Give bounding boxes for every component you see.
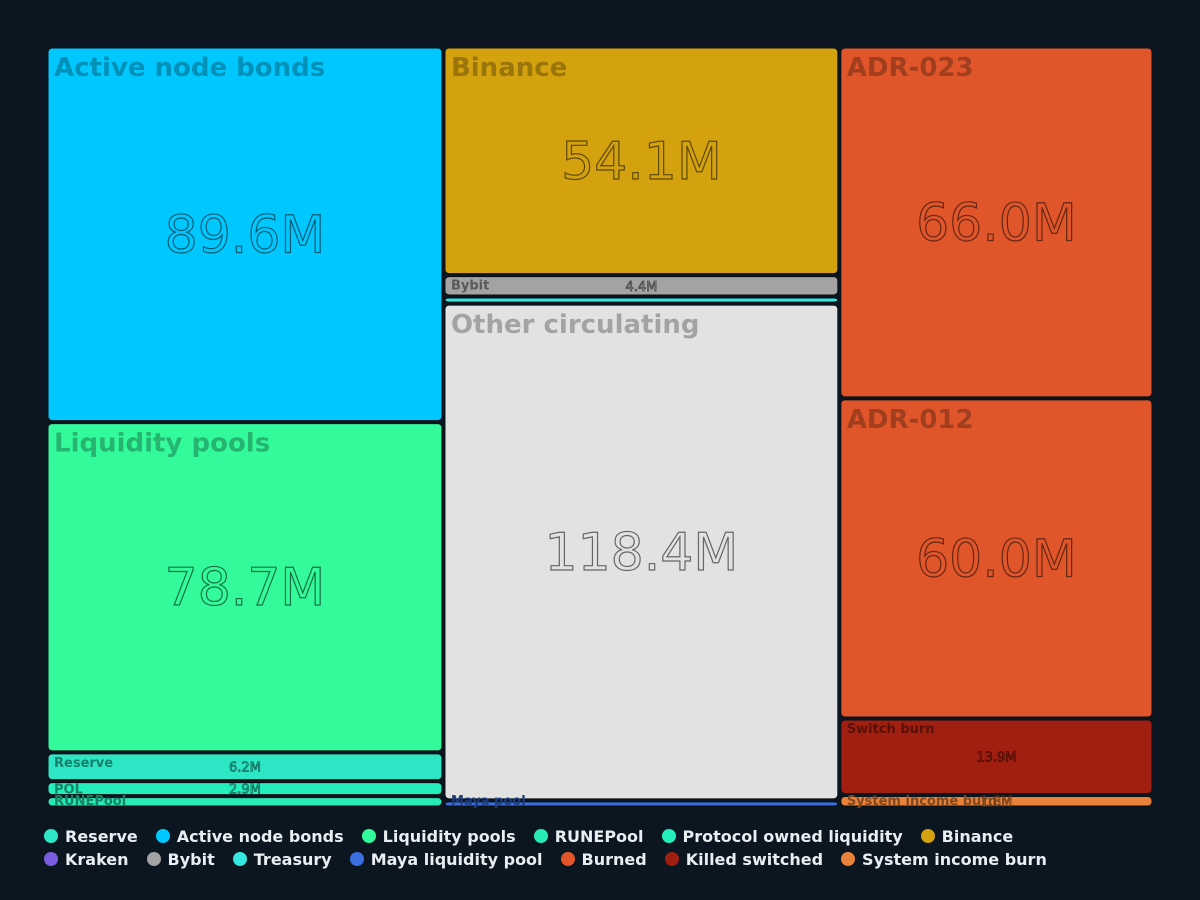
tile-label: POL bbox=[54, 783, 83, 798]
legend-item[interactable]: Kraken bbox=[44, 849, 129, 869]
tile bbox=[444, 297, 839, 303]
legend-swatch bbox=[920, 829, 935, 843]
legend-swatch bbox=[841, 852, 856, 866]
legend-swatch bbox=[533, 829, 548, 843]
legend-item[interactable]: System income burn bbox=[841, 849, 1047, 869]
legend-item[interactable]: Reserve bbox=[44, 826, 138, 846]
tile bbox=[444, 47, 839, 275]
tile bbox=[840, 399, 1153, 718]
legend-swatch bbox=[146, 852, 161, 866]
tile-value: 1.8M bbox=[980, 795, 1012, 810]
legend-label: Liquidity pools bbox=[382, 826, 516, 846]
legend-label: Reserve bbox=[65, 826, 138, 846]
legend-item[interactable]: Killed switched bbox=[664, 849, 824, 869]
legend-swatch bbox=[349, 852, 364, 866]
tile bbox=[47, 47, 443, 422]
tile-value: 13.9M bbox=[976, 751, 1016, 766]
tile bbox=[840, 795, 1153, 807]
legend-label: Burned bbox=[581, 849, 647, 869]
legend-label: Binance bbox=[941, 826, 1014, 846]
legend-item[interactable]: Protocol owned liquidity bbox=[661, 826, 903, 846]
tile-label: Reserve bbox=[54, 756, 113, 771]
legend-swatch bbox=[44, 852, 58, 866]
legend-label: Protocol owned liquidity bbox=[682, 826, 903, 846]
legend-swatch bbox=[232, 852, 247, 866]
legend-item[interactable]: Bybit bbox=[146, 849, 215, 869]
tile-value: 60.0M bbox=[916, 529, 1077, 589]
tile-value: 6.2M bbox=[229, 761, 261, 776]
legend-label: RUNEPool bbox=[554, 826, 644, 846]
tile bbox=[444, 801, 839, 807]
legend: Reserve Active node bonds Liquidity pools R… bbox=[44, 826, 1104, 869]
tile-value: 89.6M bbox=[165, 205, 326, 265]
tile-value: 54.1M bbox=[561, 132, 722, 192]
legend-swatch bbox=[664, 852, 679, 866]
legend-item[interactable]: RUNEPool bbox=[533, 826, 644, 846]
tile-label: Active node bonds bbox=[54, 53, 325, 83]
tile bbox=[840, 47, 1153, 398]
tile-label: Binance bbox=[451, 53, 567, 83]
tile-value: 66.0M bbox=[916, 193, 1077, 253]
legend-swatch bbox=[560, 852, 575, 866]
tile bbox=[47, 753, 443, 781]
tile-label: Other circulating bbox=[451, 310, 700, 340]
legend-item[interactable]: Active node bonds bbox=[155, 826, 344, 846]
tile-label: Liquidity pools bbox=[54, 429, 270, 459]
tile-label: Maya pool bbox=[451, 794, 526, 809]
legend-label: Kraken bbox=[65, 849, 129, 869]
tile bbox=[47, 782, 443, 796]
legend-label: Killed switched bbox=[685, 849, 824, 869]
legend-label: Active node bonds bbox=[176, 826, 344, 846]
legend-item[interactable]: Liquidity pools bbox=[361, 826, 516, 846]
legend-label: Bybit bbox=[167, 849, 215, 869]
legend-item[interactable]: Treasury bbox=[232, 849, 332, 869]
tile-label: RUNEPool bbox=[54, 794, 126, 809]
tile-value: 2.9M bbox=[229, 783, 261, 798]
legend-label: Treasury bbox=[253, 849, 332, 869]
legend-swatch bbox=[661, 829, 676, 843]
legend-swatch bbox=[44, 829, 58, 843]
legend-item[interactable]: Maya liquidity pool bbox=[349, 849, 543, 869]
tile-value: 78.7M bbox=[165, 558, 326, 618]
legend-label: Maya liquidity pool bbox=[370, 849, 543, 869]
legend-label: System income burn bbox=[862, 849, 1047, 869]
tile bbox=[444, 304, 839, 800]
treemap: Active node bonds 89.6M Liquidity pools 78.… bbox=[47, 47, 1153, 811]
tile bbox=[444, 276, 839, 296]
tile bbox=[47, 797, 443, 807]
legend-swatch bbox=[361, 829, 376, 843]
legend-swatch bbox=[155, 829, 170, 843]
tile-label: ADR-023 bbox=[847, 53, 974, 83]
tile bbox=[47, 423, 443, 752]
legend-item[interactable]: Binance bbox=[920, 826, 1014, 846]
tile-label: Bybit bbox=[451, 279, 489, 294]
legend-item[interactable]: Burned bbox=[560, 849, 647, 869]
tile-label: System income burn bbox=[847, 794, 997, 809]
tile-value: 118.4M bbox=[545, 523, 739, 583]
tile-value: 4.4M bbox=[625, 280, 657, 295]
tile bbox=[840, 719, 1153, 794]
tile-label: Switch burn bbox=[847, 722, 935, 737]
tile-label: ADR-012 bbox=[847, 405, 974, 435]
